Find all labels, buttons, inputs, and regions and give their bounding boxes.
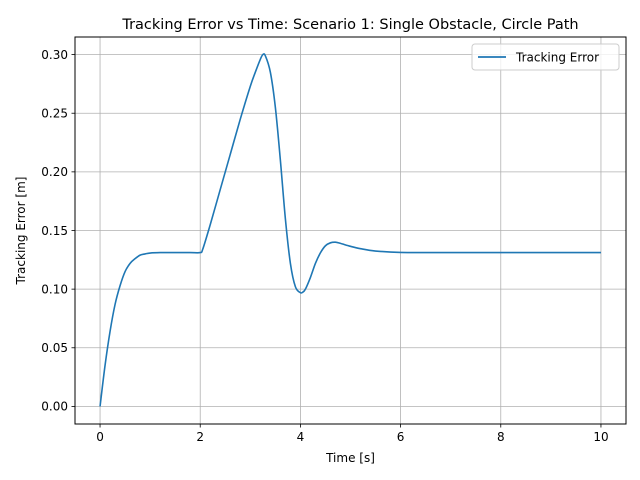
x-tick-label: 6 (397, 430, 405, 444)
x-tick-label: 10 (593, 430, 608, 444)
grid (75, 37, 626, 424)
y-tick-label: 0.05 (41, 341, 68, 355)
y-tick-label: 0.30 (41, 48, 68, 62)
y-tick-label: 0.00 (41, 400, 68, 414)
x-tick-label: 8 (497, 430, 505, 444)
x-tick-label: 0 (96, 430, 104, 444)
series-line-tracking-error (99, 53, 601, 407)
y-tick-label: 0.25 (41, 107, 68, 121)
legend-box (471, 43, 620, 71)
legend: Tracking Error (471, 43, 620, 71)
x-axis-label: Time [s] (325, 451, 375, 465)
y-tick-label: 0.10 (41, 282, 68, 296)
y-tick-label: 0.15 (41, 224, 68, 238)
chart-title: Tracking Error vs Time: Scenario 1: Sing… (121, 17, 578, 33)
x-tick-label: 2 (196, 430, 204, 444)
x-tick-label: 4 (297, 430, 305, 444)
y-axis-label: Tracking Error [m] (14, 177, 28, 286)
y-tick-label: 0.20 (41, 165, 68, 179)
axis-ticks: 0 2 4 6 8 10 0.00 0.05 0.10 0.15 0.20 0.25 0.30 (41, 48, 608, 444)
legend-label-tracking-error: Tracking Error (515, 50, 599, 64)
series-layer (99, 53, 601, 407)
